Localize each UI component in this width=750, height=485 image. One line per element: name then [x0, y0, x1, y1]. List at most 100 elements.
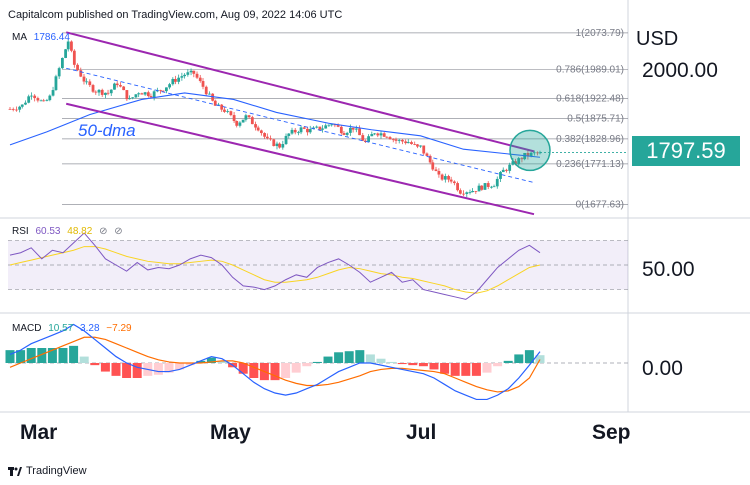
candle-body: [499, 172, 502, 179]
fib-label: 0.5(1875.71): [567, 114, 624, 125]
candle-body: [115, 83, 119, 86]
candle-body: [358, 128, 361, 136]
macd-histogram-bar: [196, 360, 206, 363]
candle-body: [336, 125, 340, 127]
macd-histogram-bar: [514, 354, 524, 363]
candle-body: [220, 104, 224, 110]
macd-histogram-bar: [291, 363, 301, 373]
macd-line: [9, 323, 541, 401]
candle-body: [70, 41, 73, 51]
candle-body: [308, 129, 312, 133]
candle-body: [480, 185, 484, 190]
candle-body: [278, 143, 281, 148]
footer-brand: TradingView: [26, 465, 87, 477]
candle-body: [413, 144, 417, 145]
macd-histogram-bar: [47, 348, 57, 363]
ma-value: 1786.44: [33, 32, 70, 43]
candle-body: [514, 161, 517, 165]
candle-body: [122, 86, 126, 91]
candle-body: [244, 115, 248, 120]
candle-body: [265, 136, 269, 139]
candle-body: [379, 133, 383, 136]
candle-body: [345, 132, 349, 135]
candle-body: [520, 158, 524, 160]
candle-body: [11, 109, 15, 110]
candle-body: [452, 181, 456, 184]
candle-body: [306, 128, 309, 133]
candle-body: [119, 85, 122, 87]
macd-histogram-bar: [132, 363, 142, 378]
candle-body: [532, 152, 536, 154]
candle-body: [247, 115, 251, 118]
candle-body: [517, 158, 521, 165]
candle-body: [137, 93, 141, 95]
candle-body: [483, 183, 487, 190]
candle-body: [388, 137, 392, 140]
candle-body: [361, 135, 365, 141]
macd-histogram-bar: [5, 350, 15, 363]
rsi-signal-value: 48.82: [67, 226, 93, 237]
rsi-signal-line: [9, 246, 541, 294]
fib-label: 0.618(1922.48): [556, 93, 624, 104]
candle-body: [201, 81, 205, 87]
macd-histogram-bar: [26, 348, 36, 363]
candle-body: [462, 193, 465, 195]
candle-body: [131, 97, 135, 99]
candle-body: [256, 127, 260, 131]
candle-body: [195, 73, 199, 78]
candle-body: [410, 142, 413, 145]
macd-histogram-bar: [58, 348, 68, 363]
candle-body: [447, 176, 450, 180]
macd-histogram-bar: [344, 351, 354, 363]
currency-label: USD: [636, 28, 679, 50]
macd-histogram-bar: [79, 356, 89, 363]
macd-histogram-bar: [122, 363, 132, 378]
candle-body: [505, 169, 508, 171]
macd-histogram-bar: [524, 350, 534, 363]
macd-histogram-bar: [376, 358, 386, 363]
candle-body: [342, 133, 346, 135]
candle-body: [272, 139, 276, 147]
candle-body: [100, 89, 104, 95]
candle-body: [39, 100, 43, 102]
candle-body: [330, 124, 334, 126]
macd-histogram-bar: [312, 361, 322, 363]
macd-histogram-bar: [37, 348, 47, 363]
candle-body: [33, 95, 37, 99]
candle-body: [449, 179, 453, 182]
candle-body: [324, 125, 328, 129]
macd-signal-line: [9, 336, 541, 393]
candle-body: [88, 81, 92, 86]
macd-legend: MACD 10.57 3.28 −7.29: [12, 323, 136, 334]
candle-body: [397, 139, 401, 141]
candle-body: [416, 144, 419, 147]
candle-body: [443, 176, 447, 180]
candle-body: [8, 108, 12, 110]
macd-histogram-bar: [397, 363, 407, 365]
candle-body: [434, 169, 438, 172]
fib-label: 0.236(1771.13): [556, 159, 624, 170]
settings-icon[interactable]: ⊘: [114, 226, 123, 237]
x-tick-may: May: [210, 421, 251, 444]
macd-value: 10.57: [48, 323, 74, 334]
candle-body: [538, 152, 542, 154]
candle-body: [354, 128, 358, 130]
candle-body: [419, 145, 422, 147]
macd-histogram-bar: [440, 363, 450, 374]
macd-histogram-bar: [503, 360, 513, 363]
macd-histogram-bar: [249, 363, 259, 378]
candle-body: [232, 115, 236, 121]
candle-body: [302, 127, 306, 129]
candle-body: [51, 90, 55, 96]
candle-body: [299, 127, 303, 133]
candle-body: [437, 171, 441, 175]
candle-body: [348, 127, 352, 133]
candle-body: [468, 192, 472, 193]
fib-label: 1(2073.79): [576, 28, 624, 39]
macd-histogram-bar: [535, 355, 545, 363]
macd-histogram-bar: [100, 363, 110, 372]
dma-annotation: 50-dma: [78, 121, 136, 140]
candle-body: [36, 98, 40, 101]
candle-body: [208, 93, 211, 95]
eye-icon[interactable]: ⊘: [99, 226, 108, 237]
